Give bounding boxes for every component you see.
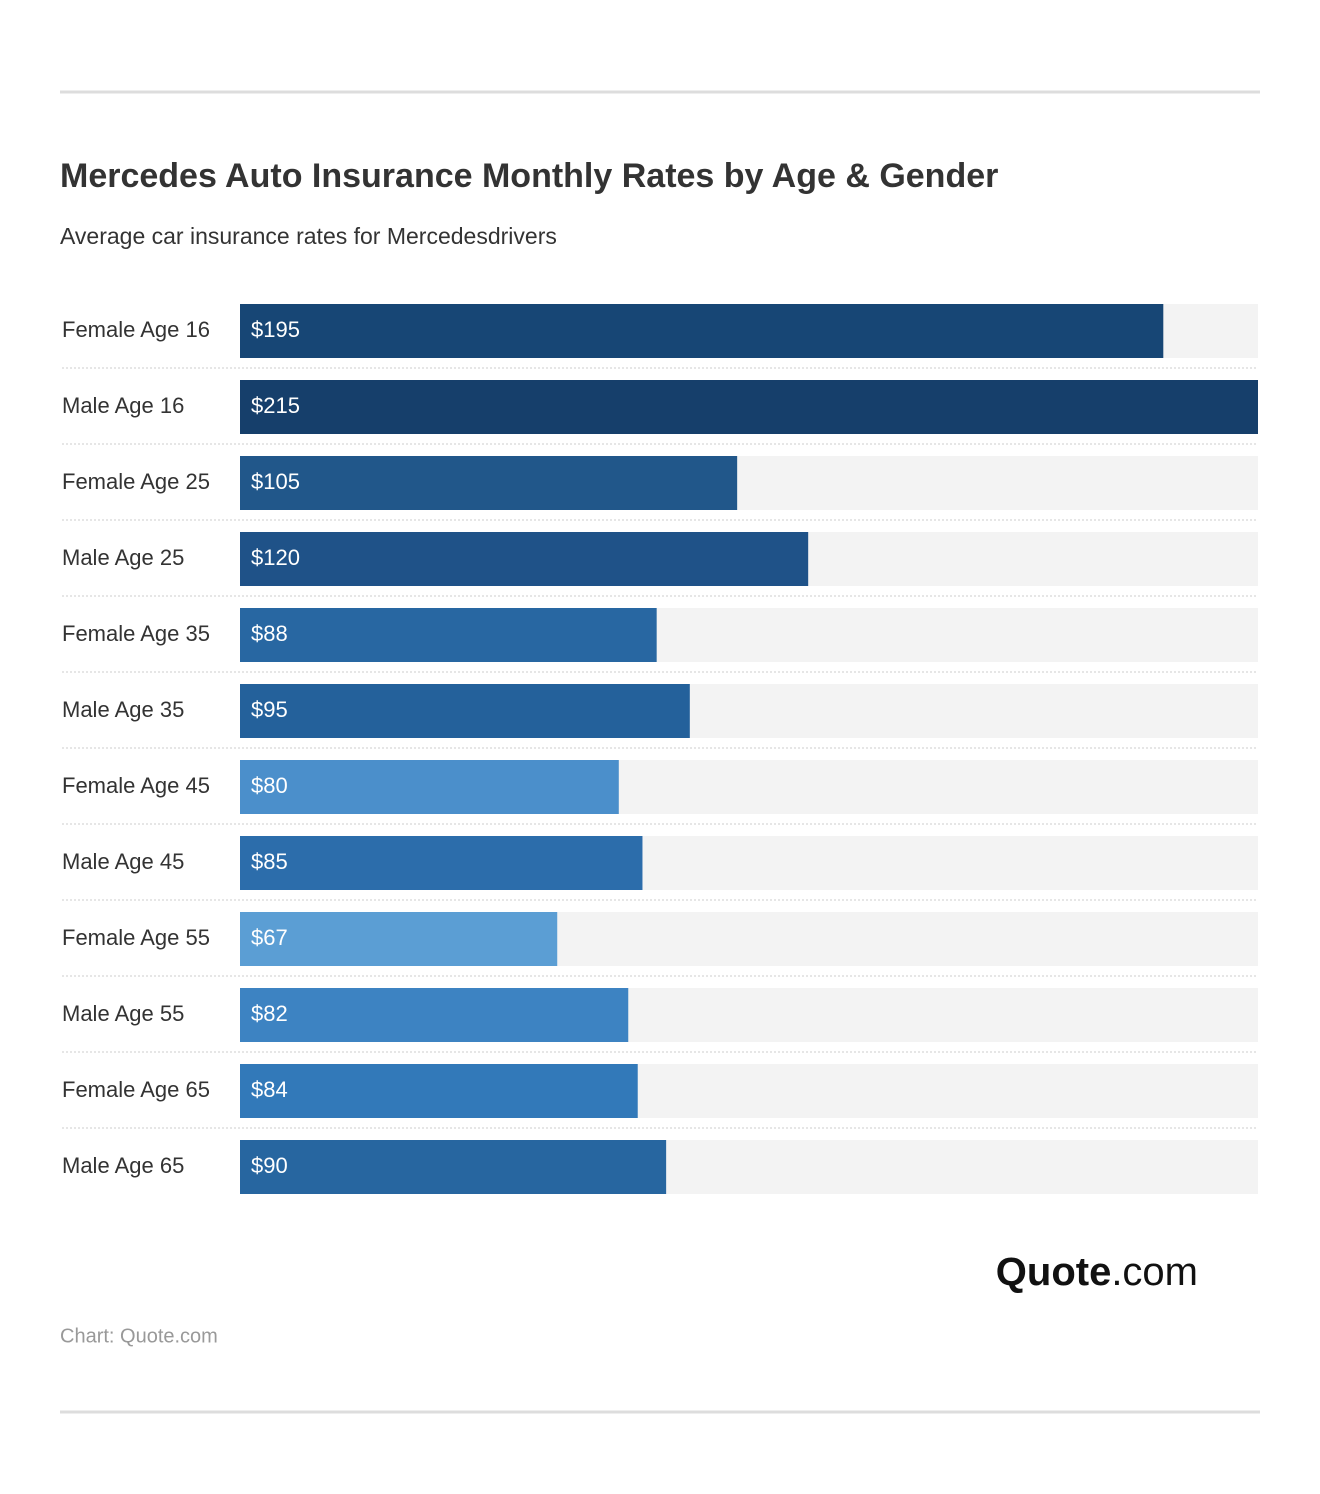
- logo-brand: Quote: [996, 1250, 1112, 1294]
- category-label: Female Age 65: [62, 1077, 210, 1102]
- category-label: Female Age 16: [62, 317, 210, 342]
- category-label: Female Age 25: [62, 469, 210, 494]
- value-label: $90: [251, 1153, 288, 1178]
- category-label: Male Age 65: [62, 1153, 184, 1178]
- chart-title: Mercedes Auto Insurance Monthly Rates by…: [60, 157, 998, 195]
- value-label: $215: [251, 393, 300, 418]
- value-label: $82: [251, 1001, 288, 1026]
- logo: Quote.com: [996, 1250, 1198, 1294]
- bar: [240, 456, 738, 510]
- value-label: $195: [251, 317, 300, 342]
- bar: [240, 912, 558, 966]
- source: Chart: Quote.com: [60, 1325, 218, 1347]
- value-label: $67: [251, 925, 288, 950]
- chart-subtitle: Average car insurance rates for Mercedes…: [60, 223, 557, 249]
- bar: [240, 608, 657, 662]
- category-label: Male Age 55: [62, 1001, 184, 1026]
- bar: [240, 380, 1258, 434]
- bar: [240, 684, 690, 738]
- value-label: $84: [251, 1077, 288, 1102]
- bar: [240, 1140, 667, 1194]
- category-label: Male Age 25: [62, 545, 184, 570]
- bar-area: Female Age 16 $195 Male Age 16 $215 Female A…: [62, 304, 1258, 1194]
- category-label: Female Age 35: [62, 621, 210, 646]
- logo-suffix: .com: [1111, 1250, 1198, 1294]
- category-label: Female Age 45: [62, 773, 210, 798]
- bar: [240, 1064, 638, 1118]
- bar: [240, 304, 1164, 358]
- category-label: Female Age 55: [62, 925, 210, 950]
- value-label: $88: [251, 621, 288, 646]
- value-label: $95: [251, 697, 288, 722]
- category-label: Male Age 35: [62, 697, 184, 722]
- bar: [240, 988, 629, 1042]
- bar: [240, 836, 643, 890]
- bar: [240, 532, 809, 586]
- value-label: $85: [251, 849, 288, 874]
- value-label: $105: [251, 469, 300, 494]
- category-label: Male Age 45: [62, 849, 184, 874]
- value-label: $80: [251, 773, 288, 798]
- category-label: Male Age 16: [62, 393, 184, 418]
- bar: [240, 760, 619, 814]
- value-label: $120: [251, 545, 300, 570]
